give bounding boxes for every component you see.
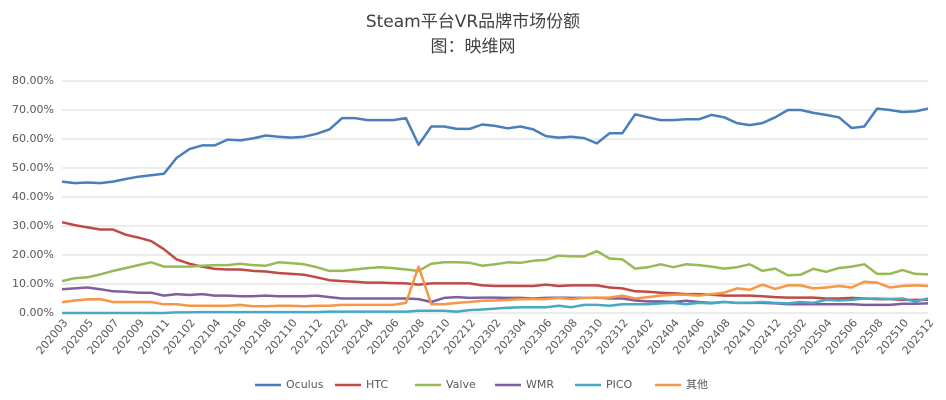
y-tick-label: 60.00% [12, 132, 54, 145]
legend-label: PICO [606, 378, 633, 391]
y-tick-label: 20.00% [12, 248, 54, 261]
series-line [61, 249, 929, 283]
y-tick-label: 80.00% [12, 74, 54, 87]
y-tick-label: 30.00% [12, 219, 54, 232]
legend-label: Oculus [286, 378, 324, 391]
chart-subtitle: 图：映维网 [431, 37, 516, 57]
y-tick-label: 40.00% [12, 190, 54, 203]
series-line [61, 220, 928, 302]
y-tick-label: 0.00% [19, 306, 54, 319]
legend-label: WMR [526, 378, 554, 391]
legend-label: Valve [446, 378, 476, 391]
y-tick-label: 50.00% [12, 161, 54, 174]
legend-label: 其他 [686, 378, 708, 391]
y-tick-label: 70.00% [12, 103, 54, 116]
legend-label: HTC [366, 378, 388, 391]
series-line [62, 297, 929, 315]
series-line [61, 107, 929, 185]
y-tick-label: 10.00% [12, 277, 54, 290]
series-line [61, 265, 929, 308]
chart-title: Steam平台VR品牌市场份额 [366, 12, 580, 32]
